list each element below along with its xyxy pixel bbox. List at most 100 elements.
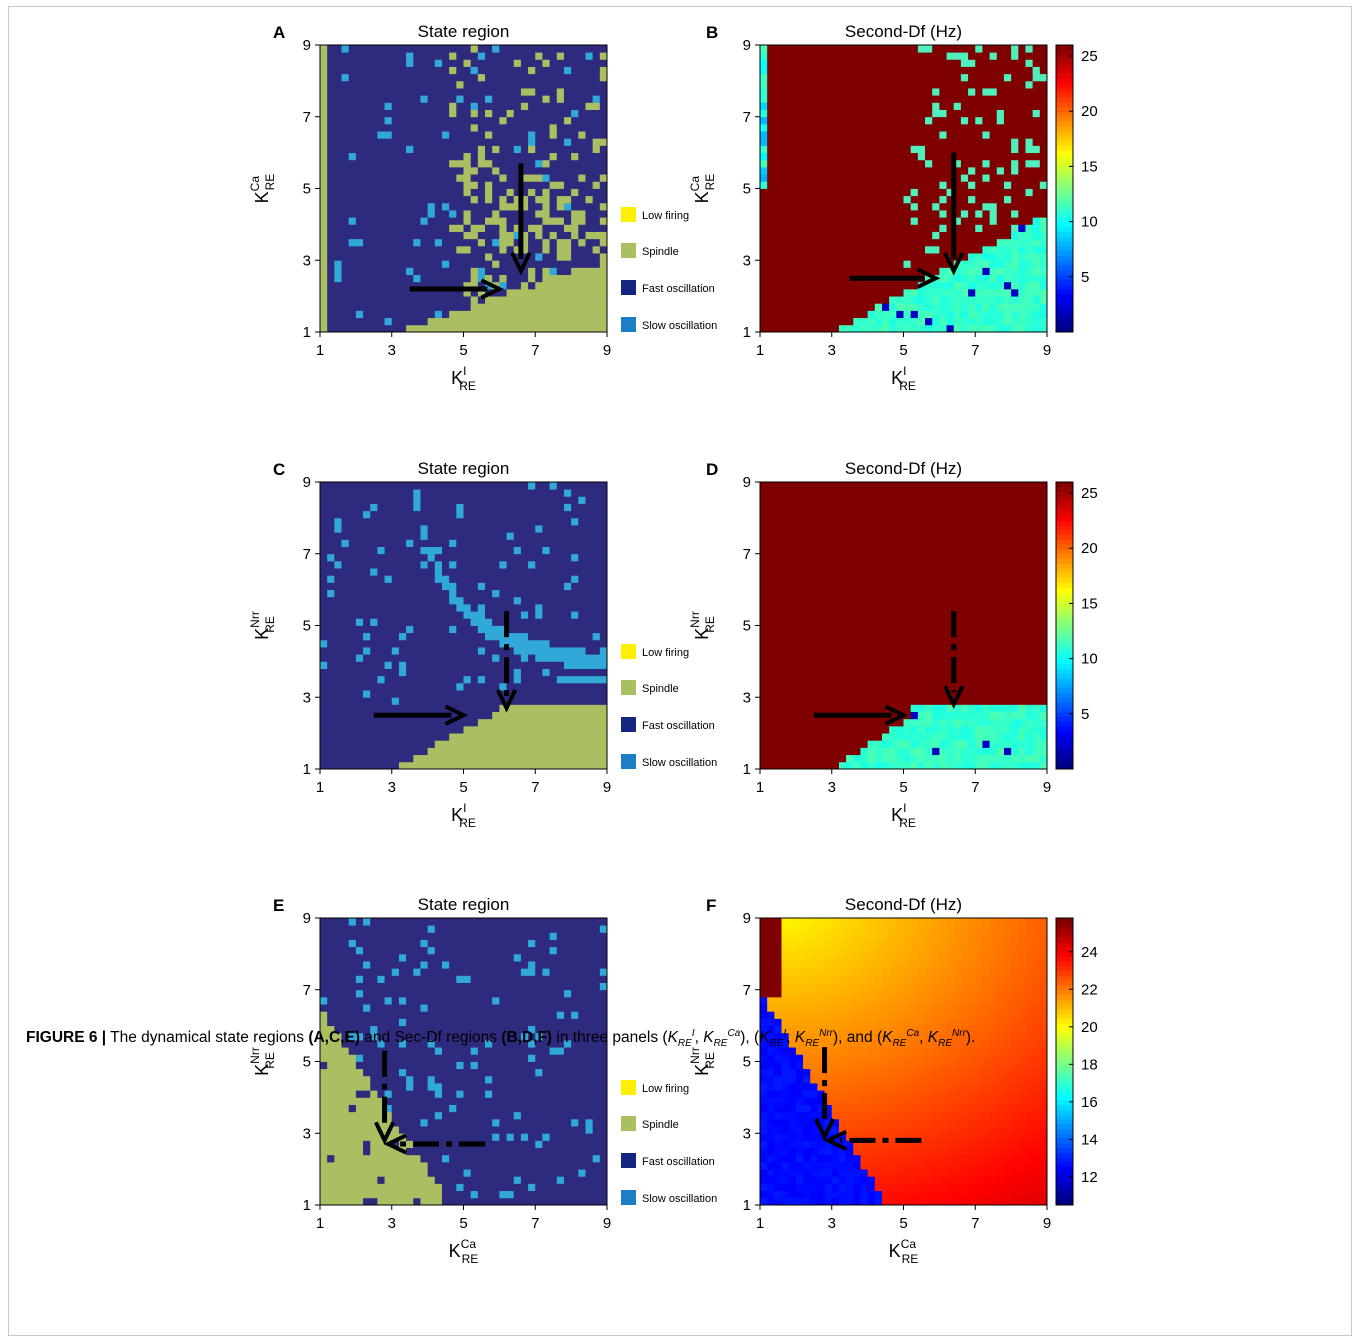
heatmap-cell: [420, 152, 429, 161]
heatmap-cell: [867, 73, 876, 82]
heatmap-cell: [889, 245, 897, 254]
heatmap-cell: [513, 166, 522, 175]
heatmap-cell: [420, 231, 429, 240]
heatmap-cell: [320, 181, 328, 189]
heatmap-cell: [398, 618, 407, 626]
heatmap-cell: [320, 596, 328, 605]
heatmap-cell: [449, 618, 457, 626]
heatmap-cell: [499, 675, 507, 684]
heatmap-cell: [917, 73, 926, 82]
heatmap-cell: [334, 517, 342, 526]
heatmap-cell: [441, 260, 450, 268]
heatmap-cell: [520, 116, 529, 125]
heatmap-cell: [860, 288, 869, 297]
heatmap-cell: [492, 66, 500, 75]
heatmap-cell: [449, 45, 457, 53]
heatmap-cell: [520, 618, 529, 626]
heatmap-cell: [513, 697, 522, 705]
heatmap-cell: [578, 647, 586, 655]
heatmap-cell: [406, 231, 414, 240]
heatmap-cell: [520, 647, 529, 655]
heatmap-cell: [989, 195, 998, 204]
heatmap-cell: [896, 116, 904, 125]
heatmap-cell: [341, 59, 350, 67]
heatmap-cell: [946, 166, 955, 175]
heatmap-cell: [377, 73, 385, 82]
heatmap-cell: [420, 281, 429, 290]
heatmap-cell: [996, 260, 1005, 268]
heatmap-cell: [803, 88, 811, 96]
heatmap-cell: [370, 102, 378, 110]
heatmap-cell: [463, 224, 472, 232]
heatmap-cell: [1039, 245, 1048, 254]
heatmap-cell: [1025, 66, 1034, 75]
heatmap-cell: [563, 260, 572, 268]
heatmap-cell: [456, 202, 464, 211]
heatmap-cell: [370, 618, 378, 626]
heatmap-cell: [795, 231, 804, 240]
heatmap-cell: [398, 95, 407, 103]
heatmap-cell: [571, 503, 579, 512]
heatmap-cell: [384, 267, 393, 276]
heatmap-cell: [817, 324, 825, 333]
heatmap-cell: [520, 489, 529, 497]
heatmap-cell: [953, 116, 962, 125]
y-tick-label: 3: [303, 252, 311, 269]
heatmap-cell: [456, 80, 464, 89]
heatmap-cell: [774, 181, 782, 189]
heatmap-cell: [824, 152, 833, 161]
heatmap-cell: [874, 288, 883, 297]
heatmap-cell: [528, 740, 536, 748]
heatmap-cell: [960, 159, 969, 168]
heatmap-cell: [520, 145, 529, 154]
heatmap-cell: [463, 317, 472, 326]
heatmap-cell: [406, 690, 414, 698]
heatmap-cell: [846, 52, 854, 60]
heatmap-cell: [535, 704, 543, 712]
heatmap-cell: [599, 245, 608, 254]
heatmap-cell: [441, 675, 450, 684]
heatmap-cell: [874, 166, 883, 175]
heatmap-cell: [327, 116, 335, 125]
heatmap-cell: [456, 245, 464, 254]
heatmap-cell: [585, 517, 594, 526]
heatmap-cell: [896, 281, 904, 290]
heatmap-cell: [975, 303, 983, 311]
heatmap-cell: [441, 725, 450, 734]
heatmap-cell: [341, 131, 350, 139]
heatmap-cell: [853, 253, 861, 261]
heatmap-cell: [355, 296, 364, 304]
heatmap-cell: [348, 210, 357, 218]
heatmap-cell: [953, 166, 962, 175]
heatmap-cell: [513, 639, 522, 648]
heatmap-cell: [585, 553, 594, 562]
heatmap-cell: [320, 747, 328, 756]
heatmap-cell: [932, 145, 940, 154]
heatmap-cell: [463, 267, 472, 276]
heatmap-cell: [370, 238, 378, 247]
heatmap-cell: [910, 324, 919, 333]
heatmap-cell: [953, 174, 962, 182]
heatmap-cell: [406, 668, 414, 677]
heatmap-cell: [520, 45, 529, 53]
heatmap-cell: [363, 740, 371, 748]
heatmap-cell: [910, 73, 919, 82]
heatmap-cell: [881, 131, 890, 139]
heatmap-cell: [578, 152, 586, 161]
heatmap-cell: [760, 88, 768, 96]
heatmap-cell: [327, 754, 335, 763]
heatmap-cell: [535, 718, 543, 727]
heatmap-cell: [542, 668, 550, 677]
heatmap-cell: [363, 711, 371, 720]
heatmap-cell: [463, 510, 472, 519]
heatmap-cell: [1003, 281, 1012, 290]
heatmap-cell: [592, 231, 601, 240]
heatmap-cell: [1032, 296, 1041, 304]
heatmap-cell: [485, 188, 493, 197]
heatmap-cell: [513, 725, 522, 734]
heatmap-cell: [817, 123, 825, 132]
heatmap-cell: [506, 496, 515, 504]
heatmap-cell: [398, 260, 407, 268]
heatmap-cell: [492, 575, 500, 583]
heatmap-cell: [391, 231, 400, 240]
